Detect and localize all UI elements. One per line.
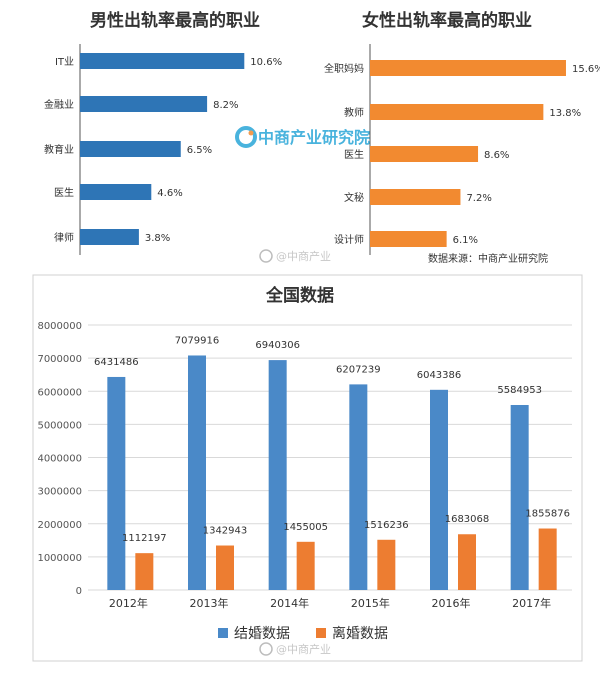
female-value-label: 7.2% [466, 193, 491, 204]
male-category-label: 金融业 [44, 98, 74, 111]
x-tick-label: 2016年 [432, 596, 471, 610]
female-bar [370, 231, 447, 247]
watermark-top-text: @中商产业 [276, 249, 331, 263]
watermark-top: @中商产业 [259, 249, 331, 263]
weibo-icon-bottom [259, 642, 273, 656]
female-category-label: 教师 [344, 106, 364, 119]
male-category-label: 律师 [54, 231, 74, 244]
male-bar [80, 184, 152, 200]
x-tick-label: 2013年 [190, 596, 229, 610]
weibo-icon [259, 249, 273, 263]
x-tick-label: 2012年 [109, 596, 148, 610]
legend-label-divorce: 离婚数据 [332, 625, 388, 642]
male-value-label: 6.5% [187, 145, 212, 156]
male-bar [80, 229, 139, 245]
y-tick-label: 6000000 [37, 387, 82, 398]
male-category-label: 医生 [54, 186, 74, 199]
male-value-label: 3.8% [145, 233, 170, 244]
male-bar [80, 96, 208, 112]
marriage-bar [107, 376, 126, 590]
marriage-bar [430, 389, 448, 590]
x-tick-label: 2017年 [512, 596, 551, 610]
y-tick-label: 3000000 [37, 487, 82, 498]
source-note: 数据来源：中商产业研究院 [428, 252, 548, 265]
divorce-bar [216, 545, 234, 590]
watermark-logo: 中商产业研究院 [235, 126, 370, 148]
divorce-bar [296, 541, 315, 590]
legend: 结婚数据 离婚数据 [218, 625, 388, 642]
marriage-bar [349, 384, 368, 590]
watermark-bottom-text: @中商产业 [276, 642, 331, 656]
y-tick-label: 7000000 [37, 354, 82, 365]
female-panel [300, 0, 590, 268]
female-bars: 全职妈妈 15.6% 教师 13.8% 医生 8.6% 文秘 7.2% 设计师 6.1% [324, 60, 600, 247]
y-tick-label: 4000000 [37, 454, 82, 465]
watermark-bottom: @中商产业 [259, 642, 331, 656]
divorce-bar [377, 539, 396, 590]
y-tick-label: 2000000 [37, 520, 82, 531]
marriage-value-label: 6431486 [94, 357, 139, 368]
y-tick-label: 0 [76, 586, 82, 597]
female-category-label: 全职妈妈 [324, 62, 364, 75]
legend-label-marriage: 结婚数据 [234, 626, 290, 642]
male-chart-title: 男性出轨率最高的职业 [90, 10, 260, 31]
marriage-value-label: 6043386 [417, 370, 462, 381]
divorce-value-label: 1683068 [445, 514, 490, 525]
y-tick-label: 1000000 [37, 553, 82, 564]
logo-dot-icon [248, 130, 254, 136]
female-value-label: 15.6% [572, 64, 600, 75]
male-bars: IT业 10.6% 金融业 8.2% 教育业 6.5% 医生 4.6% 律师 3.8% [44, 53, 282, 245]
female-bar [370, 146, 479, 162]
male-category-label: IT业 [55, 56, 74, 68]
divorce-bar [538, 528, 557, 590]
marriage-value-label: 6207239 [336, 364, 381, 375]
male-panel [8, 0, 292, 268]
female-bar [370, 104, 544, 120]
female-bar [370, 60, 566, 76]
national-x-labels: 2012年 2013年 2014年 2015年 2016年 2017年 [109, 596, 551, 610]
marriage-value-label: 6940306 [255, 340, 300, 351]
female-value-label: 8.6% [484, 150, 509, 161]
national-bars: 6431486 1112197 7079916 1342943 6940306 14550… [94, 335, 570, 590]
divorce-value-label: 1516236 [364, 520, 409, 531]
logo-circle-icon [235, 126, 257, 148]
marriage-bar [268, 360, 287, 590]
female-category-label: 医生 [344, 148, 364, 161]
female-value-label: 13.8% [549, 108, 581, 119]
male-bar [80, 53, 245, 69]
divorce-value-label: 1855876 [525, 509, 570, 520]
male-value-label: 4.6% [157, 188, 182, 199]
national-chart-title: 全国数据 [265, 285, 334, 306]
divorce-value-label: 1112197 [122, 533, 167, 544]
x-tick-label: 2015年 [351, 596, 390, 610]
y-tick-label: 8000000 [37, 321, 82, 332]
divorce-value-label: 1455005 [283, 522, 328, 533]
female-chart-title: 女性出轨率最高的职业 [362, 10, 532, 31]
marriage-bar [188, 355, 206, 590]
marriage-value-label: 7079916 [175, 335, 220, 346]
x-tick-label: 2014年 [270, 596, 309, 610]
male-value-label: 8.2% [213, 100, 238, 111]
marriage-bar [510, 404, 529, 590]
male-bar [80, 141, 181, 157]
female-value-label: 6.1% [453, 235, 478, 246]
divorce-bar [135, 553, 154, 590]
marriage-value-label: 5584953 [497, 385, 542, 396]
female-category-label: 文秘 [344, 191, 364, 204]
divorce-bar [458, 534, 476, 590]
y-tick-label: 5000000 [37, 420, 82, 431]
legend-swatch-divorce [316, 628, 326, 638]
legend-swatch-marriage [218, 628, 228, 638]
male-category-label: 教育业 [44, 143, 74, 156]
national-grid: 0 1000000 2000000 3000000 4000000 5000000 6000… [37, 321, 572, 597]
female-category-label: 设计师 [334, 233, 364, 246]
divorce-value-label: 1342943 [203, 526, 248, 537]
watermark-logo-text: 中商产业研究院 [258, 128, 370, 147]
female-bar [370, 189, 461, 205]
male-value-label: 10.6% [250, 57, 282, 68]
